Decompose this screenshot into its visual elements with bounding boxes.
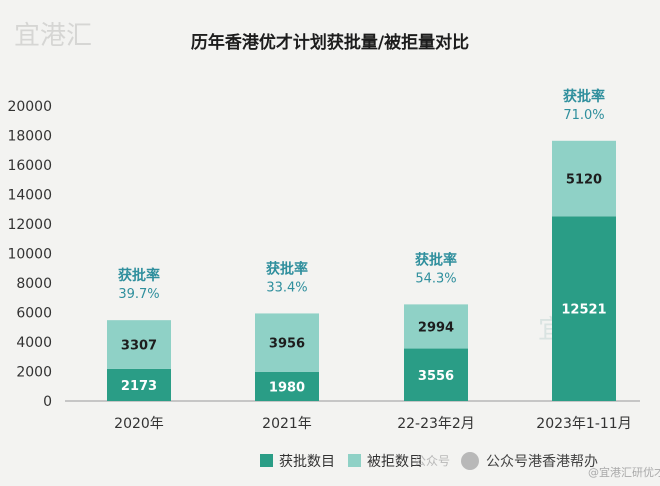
data-label: 3956 <box>269 337 305 352</box>
data-label: 2994 <box>418 320 454 335</box>
data-label: 5120 <box>566 173 602 188</box>
x-tick-label: 22-23年2月 <box>397 416 475 432</box>
footer-ghost-text: 公众号 <box>414 454 450 468</box>
y-tick-label: 0 <box>43 394 52 410</box>
data-label: 2173 <box>121 379 157 394</box>
y-tick-label: 4000 <box>16 335 52 351</box>
bar-approved <box>107 368 171 401</box>
y-tick-label: 8000 <box>16 276 52 292</box>
bar-approved <box>404 348 468 401</box>
x-axis: 2020年 2021年 22-23年2月 2023年1-11月 <box>114 416 632 432</box>
approval-rate-value: 71.0% <box>563 108 604 123</box>
bar-rejected <box>404 304 468 349</box>
y-axis: 0 2000 4000 6000 8000 10000 12000 14000 16000 180… <box>7 99 52 410</box>
approval-rate-value: 33.4% <box>266 280 307 295</box>
data-label: 3307 <box>121 339 157 354</box>
y-tick-label: 18000 <box>7 129 52 145</box>
legend-swatch-approved <box>260 454 273 467</box>
data-label: 1980 <box>269 380 305 395</box>
legend-label-rejected: 被拒数目 <box>367 454 423 470</box>
chart-title: 历年香港优才计划获批量/被拒量对比 <box>191 32 469 53</box>
y-tick-label: 20000 <box>7 99 52 115</box>
approval-rate-label: 获批率 <box>415 251 457 268</box>
y-tick-label: 16000 <box>7 158 52 174</box>
bar-rejected <box>255 313 319 372</box>
bar-approved <box>255 371 319 401</box>
approval-rate-label: 获批率 <box>118 267 160 284</box>
x-tick-label: 2021年 <box>262 416 312 432</box>
bar-rejected <box>107 320 171 369</box>
y-tick-label: 14000 <box>7 188 52 204</box>
data-label: 3556 <box>418 369 454 384</box>
approval-rate-value: 39.7% <box>118 287 159 302</box>
legend-swatch-rejected <box>348 454 361 467</box>
legend-label-approved: 获批数目 <box>279 454 335 470</box>
data-label: 12521 <box>561 303 606 318</box>
bars: 2173 3307 获批率 39.7% 1980 3956 获批率 33.4% 3556 2994… <box>107 88 616 401</box>
footer-wechat-text: 公众号港香港帮办 <box>486 454 598 470</box>
approval-rate-label: 获批率 <box>266 260 308 277</box>
footer-watermark: @宜港汇研优才 <box>588 465 660 479</box>
bar-approved <box>552 216 616 401</box>
y-tick-label: 6000 <box>16 306 52 322</box>
x-tick-label: 2023年1-11月 <box>536 416 631 432</box>
x-tick-label: 2020年 <box>114 416 164 432</box>
y-tick-label: 10000 <box>7 247 52 263</box>
logo-watermark: 宜港汇 <box>14 21 92 51</box>
legend: 获批数目 被拒数目 <box>260 454 423 470</box>
wechat-icon <box>461 452 479 470</box>
approval-rate-value: 54.3% <box>415 271 456 286</box>
approval-rate-label: 获批率 <box>563 88 605 105</box>
bar-rejected <box>552 140 616 217</box>
y-tick-label: 2000 <box>16 365 52 381</box>
y-tick-label: 12000 <box>7 217 52 233</box>
